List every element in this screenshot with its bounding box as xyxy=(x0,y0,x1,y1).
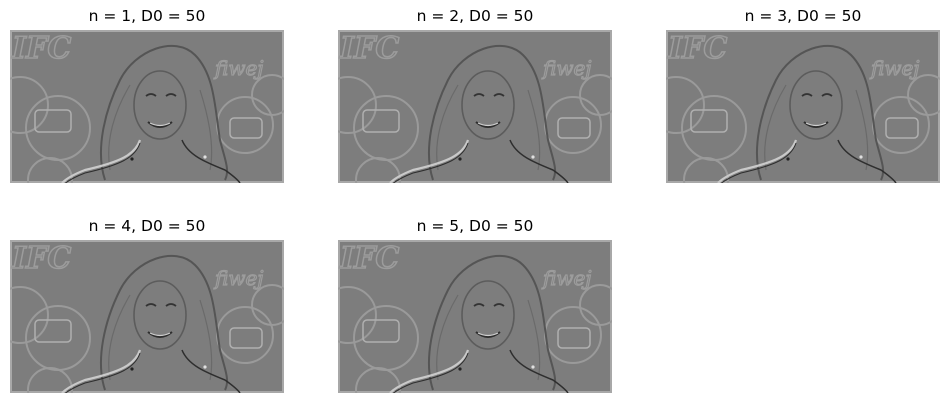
filtered-image xyxy=(10,240,284,393)
filtered-image xyxy=(10,30,284,183)
panel-title: n = 2, D0 = 50 xyxy=(416,7,534,25)
panel-title: n = 3, D0 = 50 xyxy=(744,7,862,25)
filtered-image xyxy=(338,240,612,393)
filtered-image xyxy=(338,30,612,183)
filtered-image xyxy=(666,30,940,183)
panel-title: n = 1, D0 = 50 xyxy=(88,7,206,25)
panel-title: n = 5, D0 = 50 xyxy=(416,217,534,235)
panel-title: n = 4, D0 = 50 xyxy=(88,217,206,235)
